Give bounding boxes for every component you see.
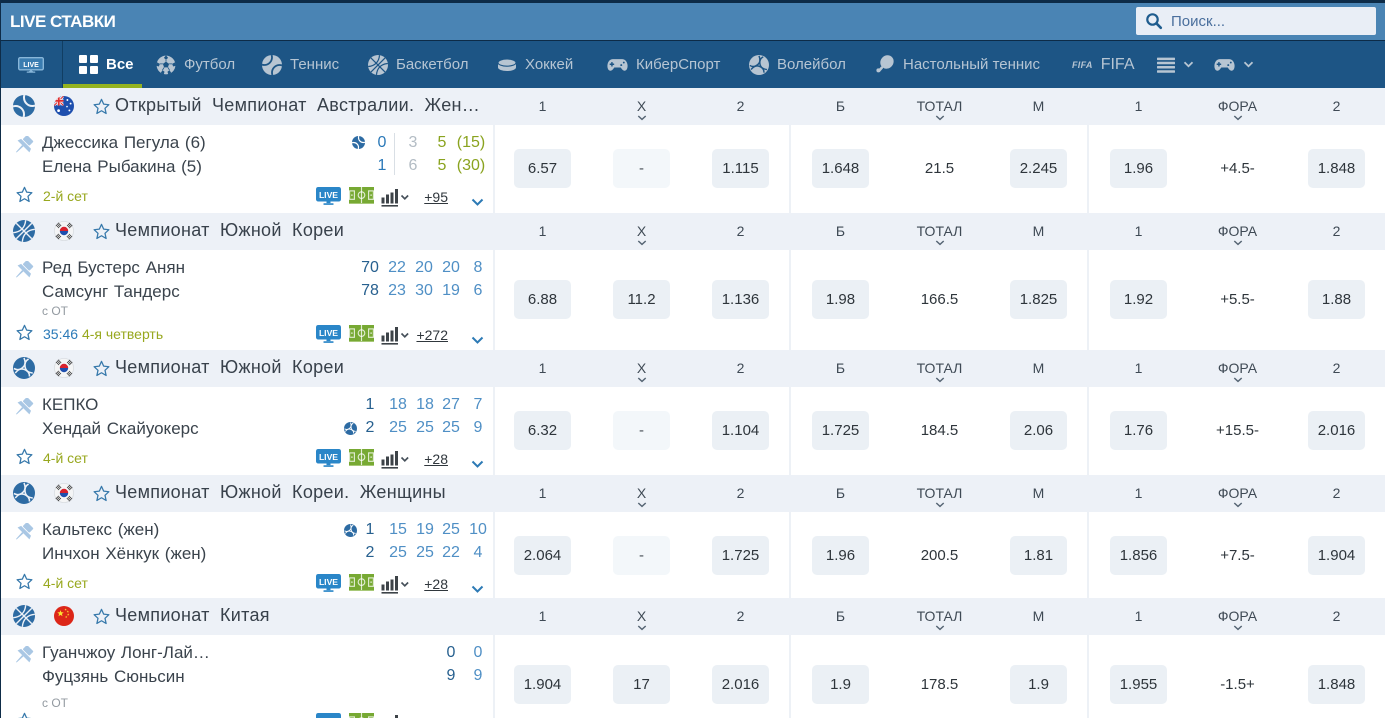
svg-text:LIVE: LIVE [319, 716, 338, 718]
svg-text:LIVE: LIVE [319, 190, 338, 200]
svg-text:LIVE: LIVE [319, 452, 338, 462]
svg-text:LIVE: LIVE [23, 61, 39, 68]
svg-text:LIVE: LIVE [319, 577, 338, 587]
svg-text:LIVE: LIVE [319, 328, 338, 338]
